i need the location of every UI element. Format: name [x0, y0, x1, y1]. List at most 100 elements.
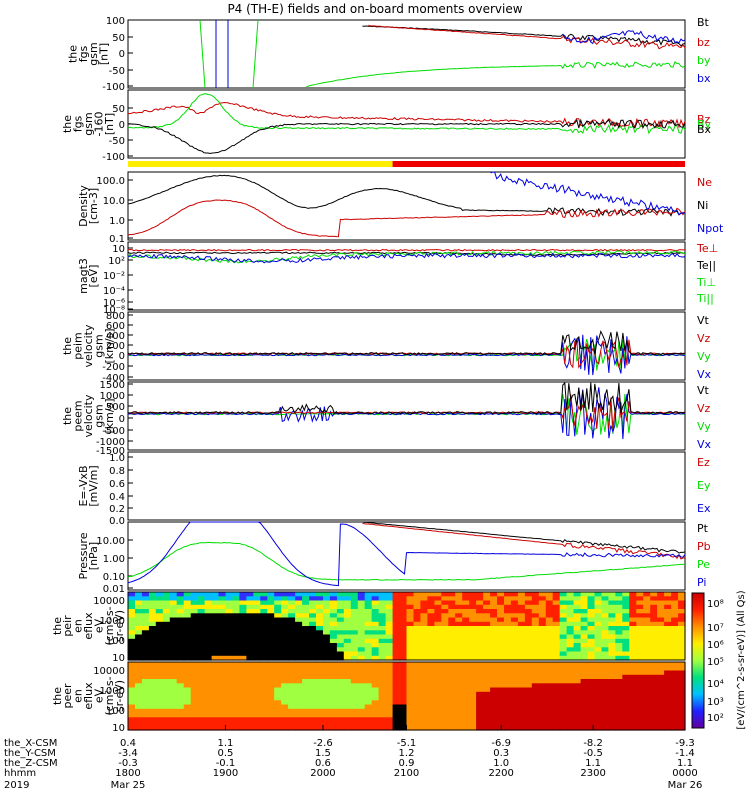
spec-cell: [385, 621, 394, 627]
spec-cell: [399, 643, 408, 648]
spec-cell: [316, 725, 324, 731]
spec-cell: [559, 621, 568, 627]
spec-cell: [643, 647, 651, 653]
spec-cell: [148, 600, 157, 606]
spec-cell: [218, 704, 227, 710]
spec-cell: [510, 647, 519, 653]
tick-label: 0.10: [103, 572, 125, 583]
spec-cell: [288, 630, 296, 636]
spec-cell: [323, 717, 331, 723]
spec-cell: [281, 687, 289, 693]
spec-cell: [413, 621, 422, 627]
spec-cell: [323, 617, 331, 623]
spec-cell: [476, 687, 484, 693]
ni-line: [127, 174, 686, 217]
spec-cell: [169, 704, 178, 710]
spec-cell: [357, 696, 366, 701]
spec-cell: [295, 691, 303, 697]
legend-Ni: Ni: [697, 199, 708, 212]
spec-cell: [371, 666, 380, 672]
spec-cell: [162, 687, 171, 693]
spec-cell: [441, 691, 449, 697]
spec-cell: [378, 651, 387, 657]
spec-cell: [302, 596, 310, 602]
spec-cell: [608, 626, 616, 631]
spec-cell: [657, 617, 665, 623]
spec-cell: [350, 613, 359, 619]
spec-cell: [211, 666, 220, 672]
spec-cell: [246, 687, 254, 693]
spec-cell: [253, 651, 261, 657]
spec-cell: [545, 679, 554, 684]
spec-cell: [413, 708, 422, 714]
spec-cell: [517, 630, 526, 636]
spec-cell: [357, 630, 366, 636]
spec-cell: [141, 700, 150, 706]
panel-peem-velocity: thepeemvelocitygsm[km/s]150010005000-500…: [61, 380, 711, 457]
spec-cell: [343, 655, 352, 661]
spec-cell: [671, 596, 679, 602]
spec-cell: [135, 721, 143, 727]
spec-cell: [141, 600, 150, 606]
spec-cell: [559, 700, 568, 706]
date-start: Mar 25: [111, 780, 146, 791]
spec-cell: [664, 721, 672, 727]
spec-cell: [295, 670, 303, 676]
spec-cell: [225, 592, 234, 597]
spec-cell: [629, 687, 637, 693]
spec-cell: [155, 674, 164, 680]
spec-cell: [371, 708, 380, 714]
spec-cell: [343, 647, 352, 653]
spec-cell: [622, 713, 630, 718]
spec-cell: [455, 713, 463, 718]
spec-cell: [148, 647, 157, 653]
spec-cell: [323, 592, 331, 597]
spec-cell: [169, 662, 178, 667]
spec-cell: [671, 704, 679, 710]
spec-cell: [559, 613, 568, 619]
spec-cell: [678, 655, 686, 661]
spec-cell: [336, 708, 345, 714]
spec-cell: [246, 721, 254, 727]
spec-cell: [392, 626, 401, 631]
spec-cell: [524, 717, 533, 723]
spec-cell: [552, 609, 561, 614]
spec-cell: [601, 687, 610, 693]
spec-cell: [469, 617, 477, 623]
spec-cell: [545, 687, 554, 693]
spec-cell: [162, 638, 171, 644]
spec-cell: [566, 638, 575, 644]
spec-cell: [664, 708, 672, 714]
spec-cell: [490, 651, 498, 657]
spec-cell: [552, 670, 561, 676]
spec-cell: [455, 679, 463, 684]
spec-cell: [448, 613, 456, 619]
x-value: 0.3: [493, 748, 509, 759]
spec-cell: [517, 721, 526, 727]
spec-cell: [448, 713, 456, 718]
spec-cell: [552, 617, 561, 623]
spec-cell: [128, 708, 136, 714]
spec-cell: [155, 708, 164, 714]
spec-cell: [441, 609, 449, 614]
spec-cell: [448, 679, 456, 684]
spec-cell: [573, 725, 582, 731]
spec-cell: [601, 592, 610, 597]
spec-cell: [545, 643, 554, 648]
spec-cell: [615, 679, 623, 684]
spec-cell: [622, 655, 630, 661]
spec-cell: [135, 604, 143, 610]
spec-cell: [260, 617, 268, 623]
spec-cell: [559, 592, 568, 597]
spec-cell: [517, 683, 526, 689]
spec-cell: [274, 604, 282, 610]
spec-cell: [183, 621, 192, 627]
spec-cell: [455, 655, 463, 661]
ylabel-line: eV: [92, 688, 105, 703]
x-value: 1.0: [493, 758, 509, 769]
spec-cell: [329, 691, 338, 697]
spec-cell: [392, 617, 401, 623]
spec-cell: [545, 683, 554, 689]
spec-cell: [608, 687, 616, 693]
spec-cell: [155, 696, 164, 701]
